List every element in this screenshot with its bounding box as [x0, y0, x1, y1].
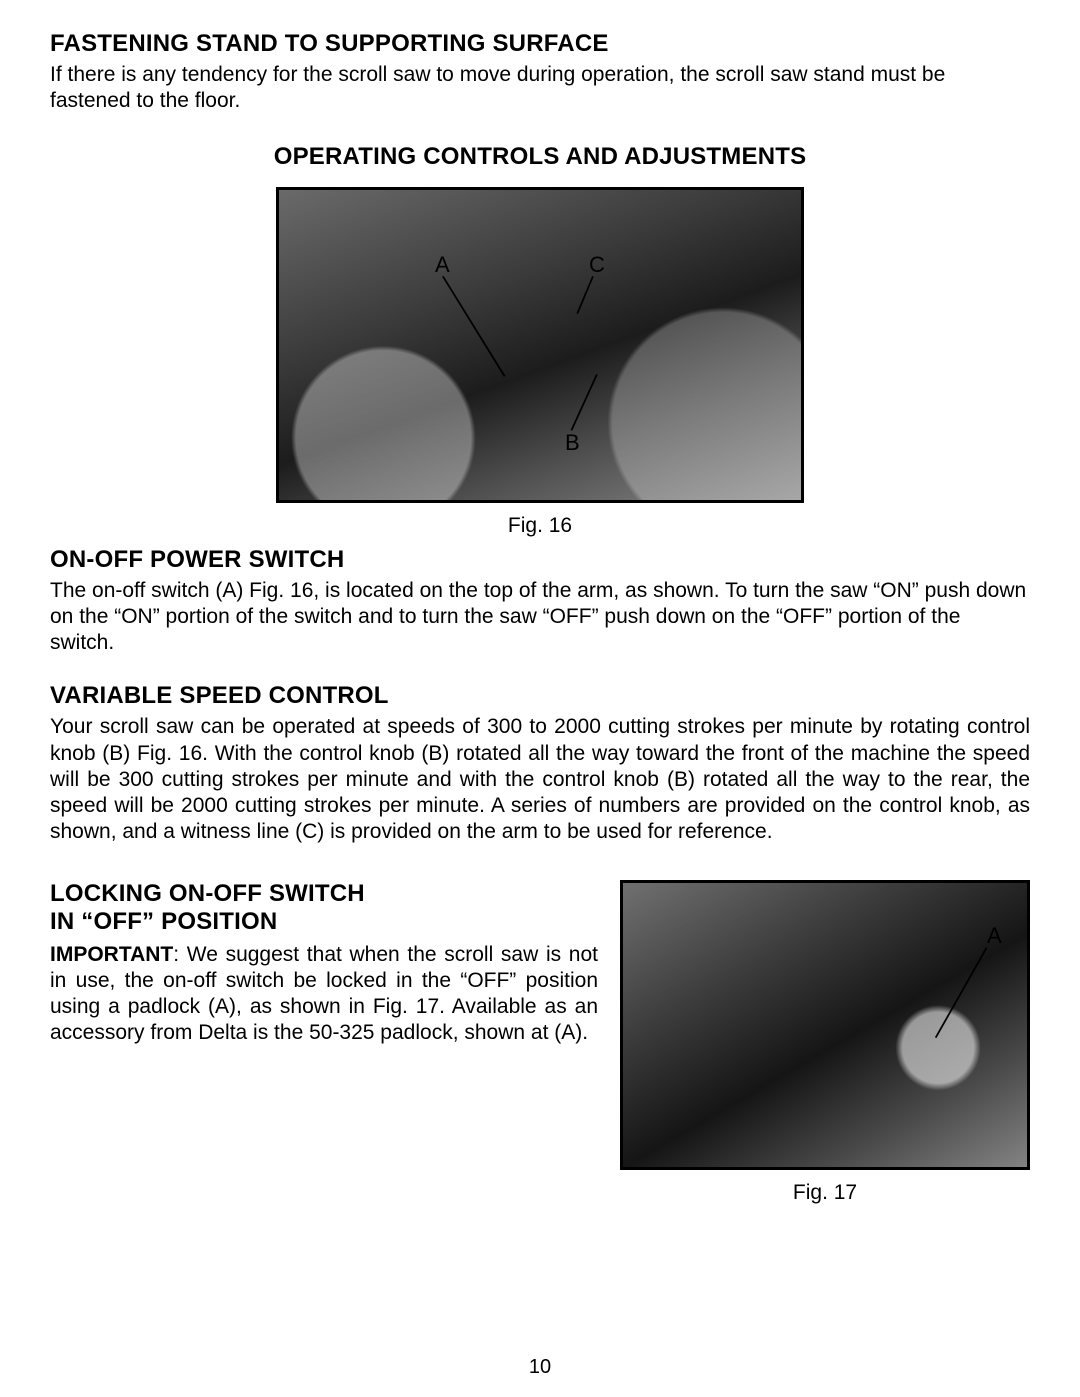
body-varspeed: Your scroll saw can be operated at speed…: [50, 714, 1030, 845]
heading-fastening: FASTENING STAND TO SUPPORTING SURFACE: [50, 30, 1030, 58]
figure-16: A C B: [276, 187, 804, 503]
figure-17-callouts: [623, 883, 1027, 1167]
fig16-label-a: A: [435, 252, 450, 278]
body-onoff: The on-off switch (A) Fig. 16, is locate…: [50, 578, 1030, 657]
body-locking: IMPORTANT: We suggest that when the scro…: [50, 942, 598, 1047]
fig16-label-c: C: [589, 252, 605, 278]
locking-text-col: LOCKING ON-OFF SWITCH IN “OFF” POSITION …: [50, 880, 598, 1047]
body-fastening: If there is any tendency for the scroll …: [50, 62, 1030, 115]
figure-17-caption: Fig. 17: [620, 1181, 1030, 1205]
heading-locking-line2: IN “OFF” POSITION: [50, 908, 598, 936]
heading-varspeed: VARIABLE SPEED CONTROL: [50, 682, 1030, 710]
fig16-label-b: B: [565, 430, 580, 456]
page-number: 10: [0, 1356, 1080, 1379]
figure-16-caption: Fig. 16: [50, 514, 1030, 538]
heading-operating: OPERATING CONTROLS AND ADJUSTMENTS: [50, 143, 1030, 171]
figure-16-wrap: A C B Fig. 16: [50, 187, 1030, 538]
manual-page: FASTENING STAND TO SUPPORTING SURFACE If…: [0, 0, 1080, 1397]
heading-onoff: ON-OFF POWER SWITCH: [50, 546, 1030, 574]
heading-locking-line1: LOCKING ON-OFF SWITCH: [50, 880, 598, 908]
figure-16-callouts: [279, 190, 801, 500]
fig17-label-a: A: [987, 923, 1002, 949]
important-label: IMPORTANT: [50, 943, 173, 966]
figure-17: A: [620, 880, 1030, 1170]
locking-row: LOCKING ON-OFF SWITCH IN “OFF” POSITION …: [50, 880, 1030, 1205]
figure-17-wrap: A Fig. 17: [620, 880, 1030, 1205]
